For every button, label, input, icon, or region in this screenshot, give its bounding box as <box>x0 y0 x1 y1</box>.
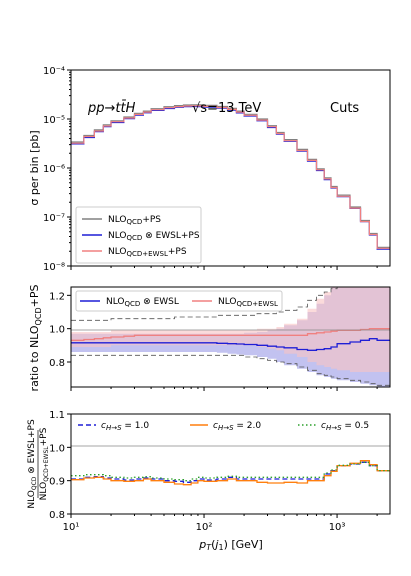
top-ylabel: σ per bin [pb] <box>28 130 41 205</box>
xtick-label: 10³ <box>329 522 346 533</box>
legend-label-nlo-qcd-plus-ewsl-ps: NLOQCD+EWSL+PS <box>108 247 187 258</box>
top-legend: NLOQCD+PS NLOQCD ⊗ EWSL+PS NLOQCD+EWSL+P… <box>75 206 202 264</box>
legend-label-c-2: cH→S = 2.0 <box>213 421 261 432</box>
bot-ytick-label: 1.0 <box>49 443 65 454</box>
mid-ytick-label: 1.0 <box>49 325 65 336</box>
energy-annotation: √s=13 TeV <box>192 101 261 116</box>
bottom-panel: 0.8 0.9 1.0 1.1 10¹ 10² 10³ NLOQCD ⊗ EWSL+PS … <box>27 266 391 552</box>
svg-text:NLOQCD+EWSL+PS: NLOQCD+EWSL+PS <box>39 427 50 500</box>
mid-series-line-nlo-qcd-ewsl <box>71 328 390 341</box>
x-axis-label: pT(j1) [GeV] <box>198 538 263 552</box>
top-series-line-nlo-qcd-ewsl-ps <box>71 105 390 249</box>
bottom-plot-frame <box>70 413 391 515</box>
legend-label-nlo-qcd-ewsl-ps: NLOQCD ⊗ EWSL+PS <box>108 231 200 242</box>
legend-label-nlo-qcd-ewsl: NLOQCD ⊗ EWSL <box>106 297 179 308</box>
top-ytick-label: 10⁻⁵ <box>43 115 65 126</box>
bottom-ylabel: NLOQCD ⊗ EWSL+PS NLOQCD+EWSL+PS <box>27 419 50 509</box>
bot-series-line-c-h-s-2-0 <box>71 460 390 486</box>
top-series-line-nlo-qcd-ps <box>71 104 390 248</box>
bot-ytick-label: 1.1 <box>49 410 65 421</box>
bot-ytick-label: 0.9 <box>49 477 65 488</box>
middle-ylabel: ratio to NLOQCD+PS <box>28 285 43 392</box>
top-ytick-label: 10⁻⁸ <box>43 262 65 273</box>
svg-text:NLOQCD ⊗ EWSL+PS: NLOQCD ⊗ EWSL+PS <box>27 419 38 509</box>
mid-ytick-label: 0.8 <box>49 358 65 369</box>
middle-panel: 0.8 1.0 1.2 ratio to NLOQCD+PS NLOQCD ⊗ EW… <box>28 285 391 392</box>
top-panel: 10⁻⁸ 10⁻⁷ 10⁻⁶ 10⁻⁵ 10⁻⁴ σ per bin [pb] pp→t… <box>28 66 391 273</box>
top-ytick-label: 10⁻⁷ <box>43 213 65 224</box>
top-ytick-label: 10⁻⁴ <box>43 66 65 77</box>
mid-series-line-scale-envelope-upper <box>71 286 390 321</box>
top-ytick-label: 10⁻⁶ <box>43 164 65 175</box>
mid-ytick-label: 1.2 <box>49 291 65 302</box>
middle-legend: NLOQCD ⊗ EWSL NLOQCD+EWSL <box>75 290 283 312</box>
bot-ytick-label: 0.8 <box>49 510 65 521</box>
legend-label-c-1: cH→S = 1.0 <box>101 421 149 432</box>
middle-plot-frame <box>70 286 391 388</box>
legend-label-c-0-5: cH→S = 0.5 <box>321 421 369 432</box>
xtick-label: 10² <box>196 522 213 533</box>
process-annotation: pp→tt̄H <box>87 101 136 116</box>
legend-label-nlo-qcd-plus-ewsl: NLOQCD+EWSL <box>218 297 278 308</box>
legend-label-nlo-qcd-ps: NLOQCD+PS <box>108 215 161 226</box>
cuts-annotation: Cuts <box>330 101 359 116</box>
xtick-label: 10¹ <box>63 522 80 533</box>
bot-series-line-c-h-s-0-5 <box>71 461 390 482</box>
bottom-legend: cH→S = 1.0 cH→S = 2.0 cH→S = 0.5 <box>78 421 369 432</box>
mid-series-line-nlo-qcd-ewsl <box>71 338 390 351</box>
mid-series-line-scale-envelope-lower <box>71 354 390 386</box>
